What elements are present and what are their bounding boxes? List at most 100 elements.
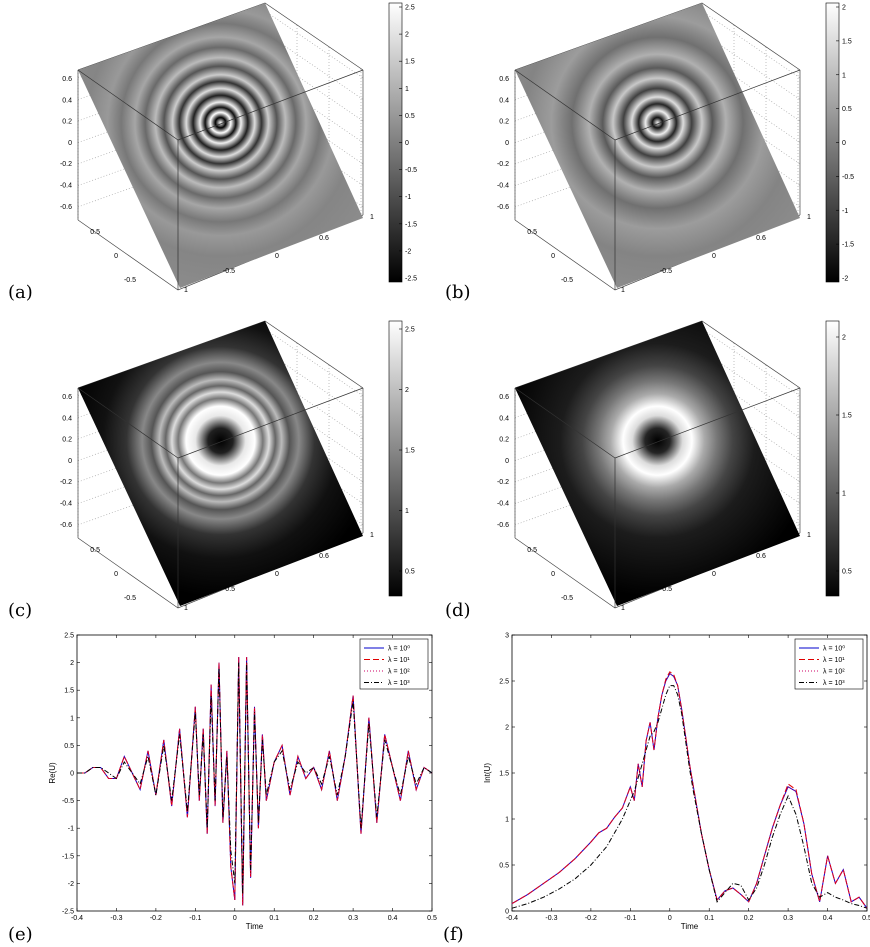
- x-tick-label: 0.4: [388, 915, 398, 922]
- colorbar-tick-label: 1: [842, 72, 846, 79]
- colorbar-tick-label: 0.5: [842, 106, 852, 113]
- y-tick-label: 1: [70, 715, 74, 722]
- x-tick-label: 0.5: [427, 915, 437, 922]
- colorbar-tick-label: 0.5: [405, 569, 415, 576]
- y-tick-label: -1.5: [62, 853, 74, 860]
- box-edge: [177, 69, 364, 141]
- x-tick-label: -0.1: [189, 915, 201, 922]
- line-chart-e: -0.4 -0.3 -0.2 -0.1 0 0.1 0.2 0.3 0.4 0.5 2.5 2 1.5 1…: [8, 633, 437, 946]
- panel-a: 0.6 0.4 0.2 0 -0.2 -0.4 -0.6 0.5 0 -0.5 1 0.6 0 -0.5 1…: [8, 2, 417, 303]
- z-tick-label: 0.2: [499, 437, 509, 444]
- y-tick-label: 3: [505, 633, 509, 640]
- legend-entry: λ = 10²: [388, 669, 410, 676]
- depth-tick-label: -0.5: [124, 595, 136, 602]
- z-tick-label: 0.6: [62, 76, 72, 83]
- x-tick-label: 0: [712, 571, 716, 578]
- y-tick-label: -1: [68, 826, 74, 833]
- depth-tick-label: 0.5: [527, 547, 537, 554]
- x-tick-label: -0.5: [660, 268, 672, 275]
- z-tick-label: 0: [505, 140, 509, 147]
- colorbar: [825, 320, 840, 597]
- z-tick-label: -0.2: [60, 161, 72, 168]
- panel-label: (b): [445, 282, 471, 303]
- slice-plane: [515, 321, 800, 606]
- colorbar-tick-label: 2: [405, 32, 409, 39]
- colorbar-tick-label: 0: [405, 140, 409, 147]
- x-tick-label: -0.2: [585, 915, 597, 922]
- z-tick-label: 0: [68, 140, 72, 147]
- y-tick-label: -0.5: [62, 798, 74, 805]
- x-tick-label: 1: [184, 605, 188, 612]
- z-tick-label: -0.4: [497, 183, 509, 190]
- x-tick-label: -0.3: [110, 915, 122, 922]
- colorbar-tick-label: -1.5: [405, 221, 417, 228]
- panel-d: 0.6 0.4 0.2 0 -0.2 -0.4 -0.6 0.5 0 -0.5 1 0.6 0 -0.5 1…: [445, 320, 852, 621]
- z-tick-label: -0.2: [60, 479, 72, 486]
- z-tick-label: -0.6: [497, 204, 509, 211]
- legend-entry: λ = 10¹: [388, 657, 410, 664]
- box-edge: [77, 387, 179, 459]
- colorbar-tick-label: 0: [842, 140, 846, 147]
- z-tick-label: -0.2: [497, 479, 509, 486]
- z-tick-label: 0.2: [499, 119, 509, 126]
- series-line: [511, 685, 868, 909]
- x-tick-label: 0.2: [744, 915, 754, 922]
- x-tick-label: 0.1: [704, 915, 714, 922]
- x-tick-label: 1: [184, 287, 188, 294]
- colorbar-tick-label: -1: [842, 208, 848, 215]
- series-line: [511, 672, 868, 909]
- z-tick-label: -0.4: [60, 183, 72, 190]
- colorbar-tick-label: 1: [842, 491, 846, 498]
- depth-tick-label: 0: [551, 253, 555, 260]
- depth-tick-label: 0.5: [90, 229, 100, 236]
- colorbar-tick-label: 1.5: [405, 448, 415, 455]
- z-tick-label: -0.2: [497, 161, 509, 168]
- series-line: [77, 662, 433, 895]
- depth-tick-label: 0.5: [527, 229, 537, 236]
- y-tick-label: 2: [70, 660, 74, 667]
- z-tick-label: -0.6: [60, 204, 72, 211]
- series-line: [77, 657, 433, 906]
- x-tick-label: -0.5: [223, 268, 235, 275]
- panel-c: 0.6 0.4 0.2 0 -0.2 -0.4 -0.6 0.5 0 -0.5 1 0.6 0 -0.5 1…: [8, 320, 415, 621]
- x-tick-label: 0.5: [862, 915, 870, 922]
- line-chart-f: -0.4 -0.3 -0.2 -0.1 0 0.1 0.2 0.3 0.4 0.5 3 2.5 2 1.5…: [443, 633, 870, 946]
- z-tick-label: -0.6: [60, 522, 72, 529]
- y-tick-label: 1.5: [64, 688, 74, 695]
- box-edge: [514, 387, 616, 459]
- legend-box: [794, 638, 864, 690]
- z-tick-label: 0.6: [499, 394, 509, 401]
- x-tick-label: 1: [621, 605, 625, 612]
- x-tick-label: -0.1: [624, 915, 636, 922]
- colorbar-tick-label: -2: [842, 276, 848, 283]
- panel-b: 0.6 0.4 0.2 0 -0.2 -0.4 -0.6 0.5 0 -0.5 1 0.6 0 -0.5 1…: [445, 2, 854, 303]
- colorbar-tick-label: -1: [405, 194, 411, 201]
- x-tick-label: 1: [621, 287, 625, 294]
- panel-label: (c): [8, 600, 32, 621]
- x-tick-label: 0: [668, 915, 672, 922]
- panel-label: (e): [8, 924, 33, 945]
- y-tick-label: 2.5: [64, 633, 74, 640]
- colorbar-tick-label: 1: [405, 508, 409, 515]
- y-tick-label: -2.5: [62, 909, 74, 916]
- x-tick-label: -0.2: [150, 915, 162, 922]
- colorbar-tick-label: -1.5: [842, 242, 854, 249]
- slice-plane: [78, 321, 363, 606]
- z-tick-label: 0.4: [62, 97, 72, 104]
- colorbar-tick-label: -2: [405, 248, 411, 255]
- z-tick-label: 0: [68, 458, 72, 465]
- slice-plane: [515, 3, 800, 288]
- depth-tick-label: -0.5: [561, 277, 573, 284]
- x-tick-label: -0.4: [506, 915, 518, 922]
- x-tick-label: 0.1: [269, 915, 279, 922]
- z-tick-label: 0: [505, 458, 509, 465]
- z-tick-label: -0.4: [60, 501, 72, 508]
- x-tick-label: 0.6: [756, 553, 766, 560]
- x-tick-label: -0.5: [223, 586, 235, 593]
- y-tick-label: 1.5: [499, 771, 509, 778]
- y-tick-label: 2.5: [499, 679, 509, 686]
- legend-entry: λ = 10³: [388, 680, 410, 687]
- legend-box: [359, 638, 429, 690]
- panel-label: (a): [8, 282, 33, 303]
